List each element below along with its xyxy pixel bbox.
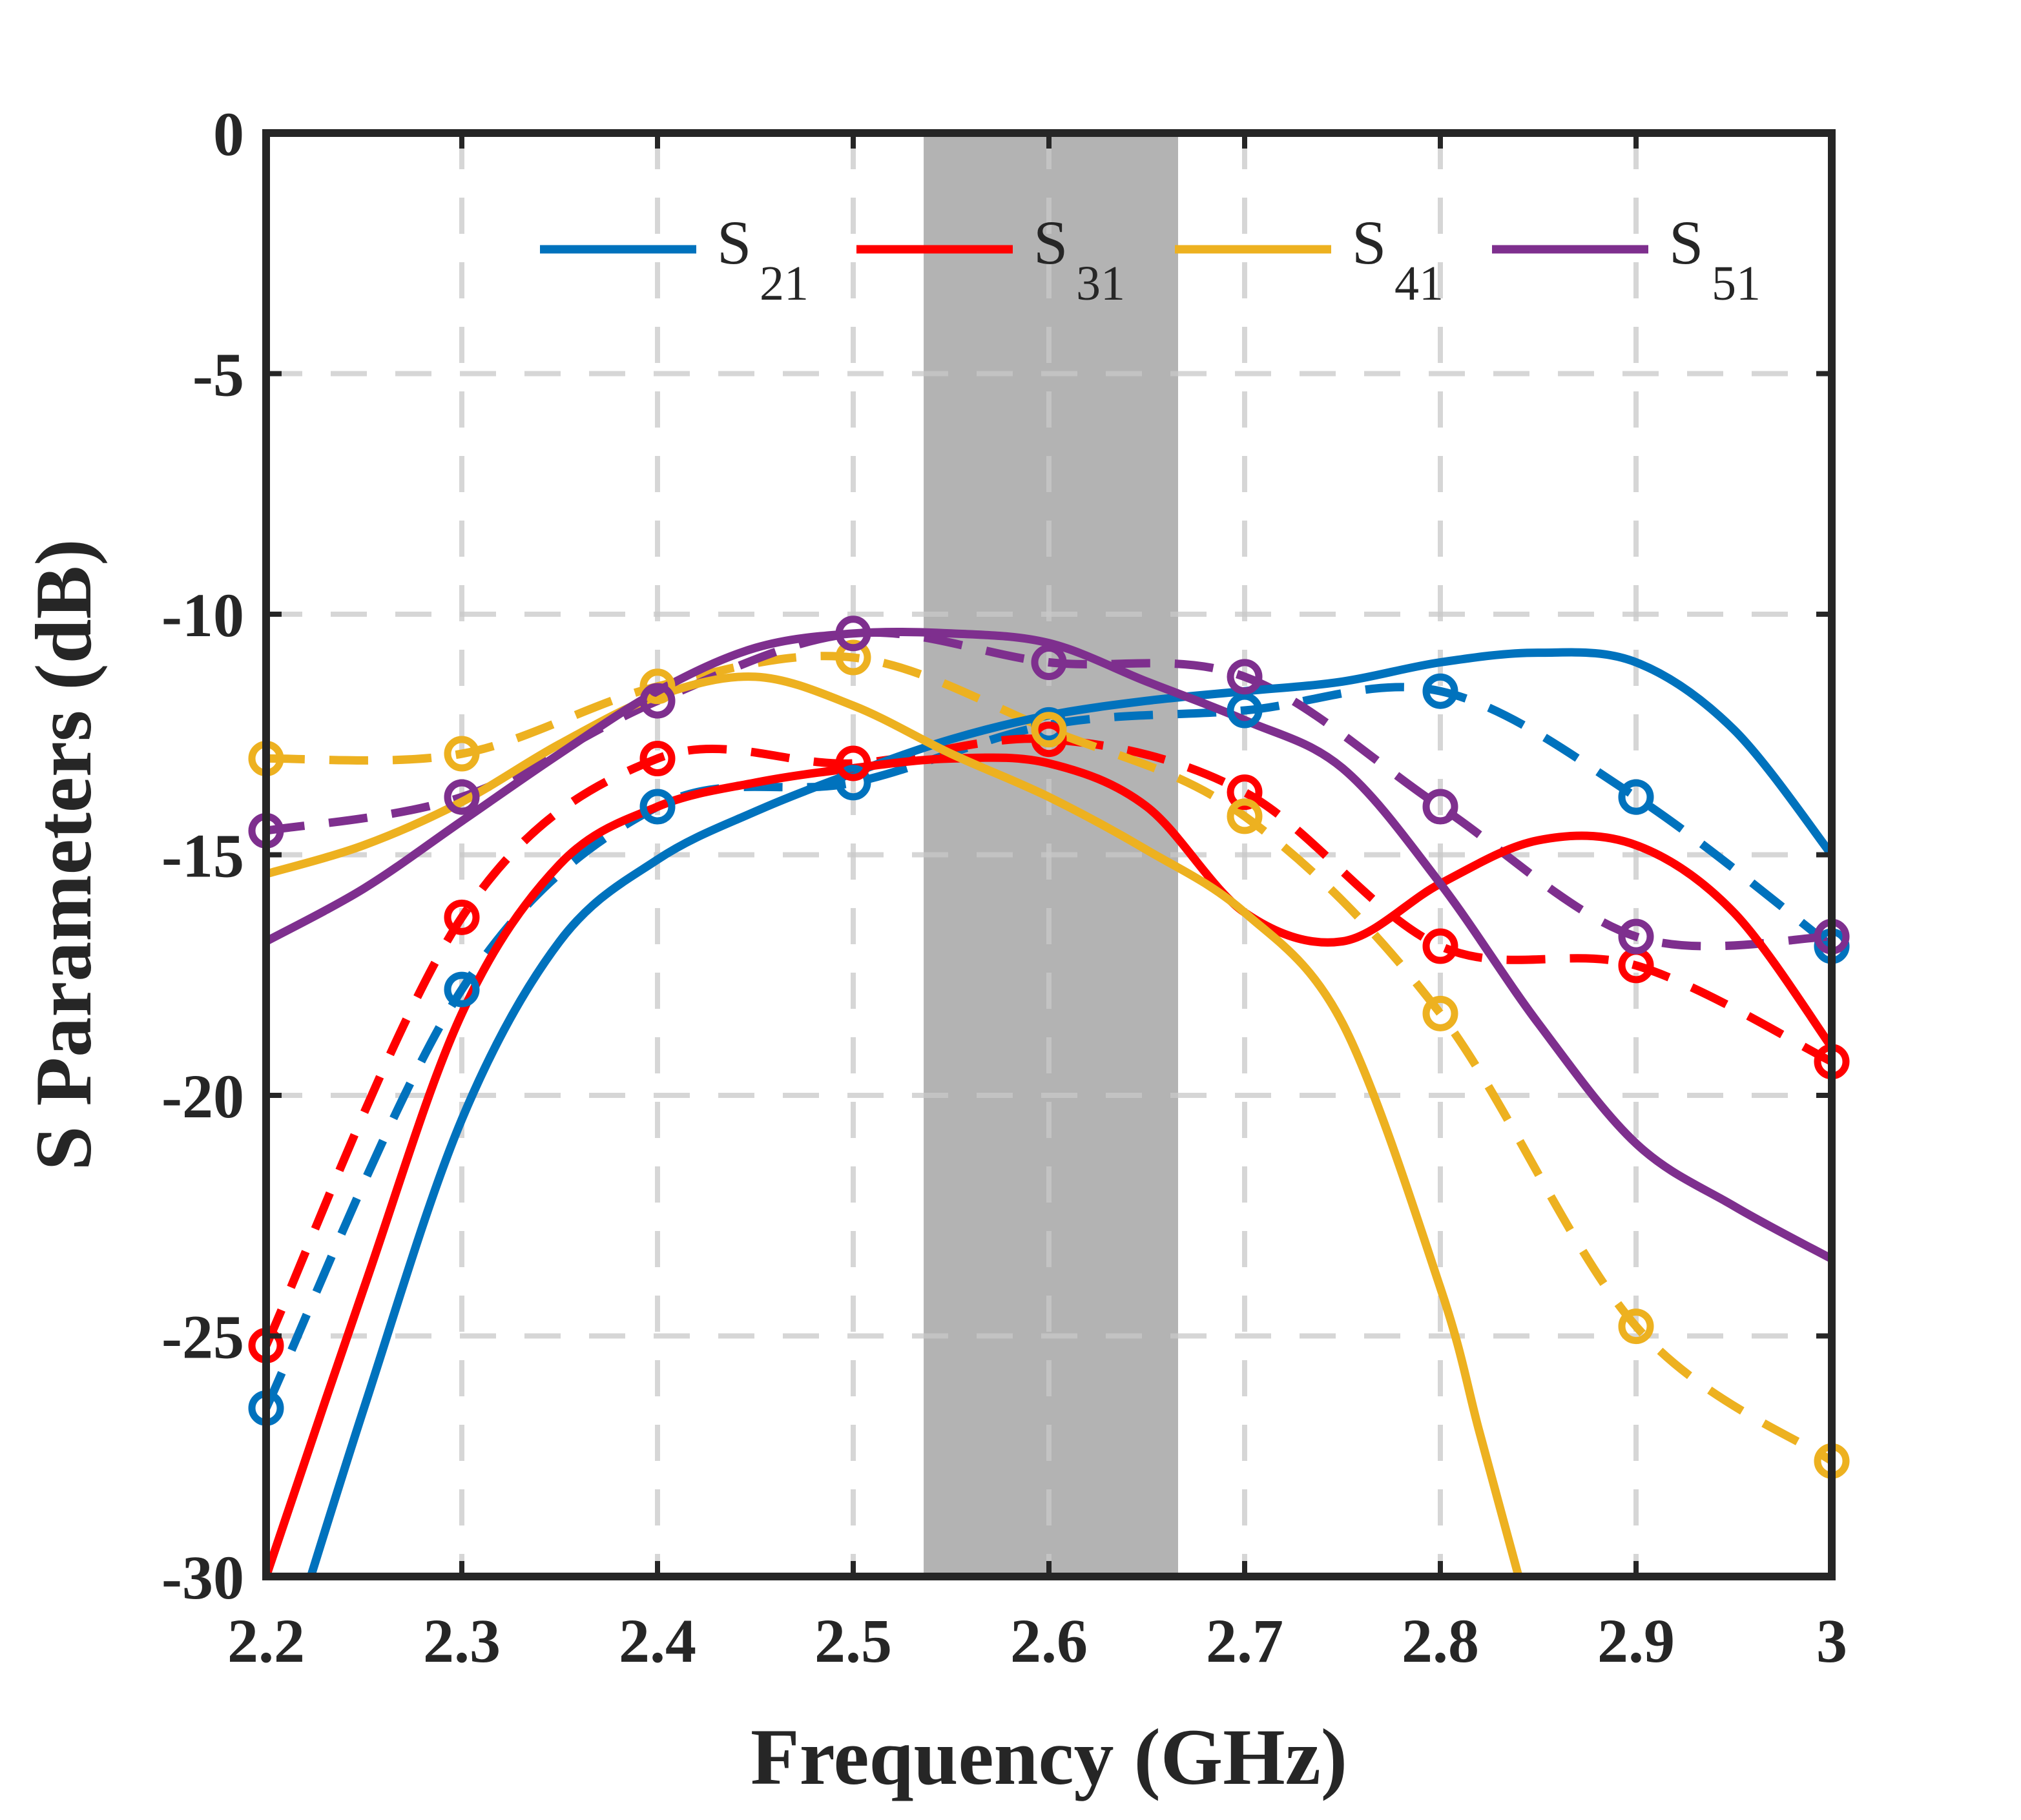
- data-point-s31-dashed-markers: [1227, 774, 1263, 811]
- data-point-s41-dashed-markers: [639, 668, 676, 705]
- y-tick-label: -30: [161, 1543, 244, 1612]
- x-tick-label: 2.4: [619, 1606, 696, 1675]
- data-point-s31-dashed-markers: [444, 899, 480, 935]
- data-point-s41-dashed-markers: [835, 639, 871, 676]
- data-point-s51-dashed-markers: [639, 683, 676, 719]
- series-line-s51-dashed-markers: [266, 628, 1832, 951]
- legend-label-subscript: 21: [760, 256, 809, 311]
- data-point-s41-dashed-markers: [444, 736, 480, 772]
- y-tick-label: -5: [192, 340, 244, 409]
- data-point-s51-dashed-markers: [1227, 659, 1263, 695]
- series-line-s21-dashed-markers: [266, 683, 1832, 1411]
- data-point-s31-dashed-markers: [639, 741, 676, 776]
- x-tick-label: 2.8: [1402, 1606, 1479, 1675]
- data-point-s21-dashed-markers: [1422, 673, 1458, 709]
- legend-label-subscript: 31: [1076, 256, 1125, 311]
- x-tick-label: 3: [1816, 1606, 1847, 1675]
- x-tick-label: 2.7: [1206, 1606, 1283, 1675]
- data-point-s51-dashed-markers: [1031, 645, 1067, 680]
- y-tick-label: -25: [161, 1303, 244, 1372]
- legend-label-subscript: 41: [1394, 256, 1444, 311]
- series-line-s41-dashed-markers: [266, 652, 1832, 1465]
- x-tick-label: 2.3: [423, 1606, 501, 1675]
- data-point-s21-dashed-markers: [1618, 779, 1654, 815]
- legend-label-subscript: 51: [1712, 256, 1761, 311]
- x-tick-label: 2.2: [227, 1606, 305, 1675]
- data-point-s21-dashed-markers: [835, 765, 871, 801]
- data-point-s31-dashed-markers: [1422, 928, 1458, 964]
- series-line-s51: [266, 627, 1832, 1263]
- x-axis-title: Frequency (GHz): [751, 1713, 1347, 1801]
- series-line-s21: [306, 648, 1832, 1577]
- y-tick-label: -10: [161, 581, 244, 650]
- y-axis-title: S Parameters (dB): [19, 539, 108, 1171]
- data-point-s41-dashed-markers: [1227, 798, 1263, 834]
- data-point-s41-dashed-markers: [1618, 1308, 1654, 1345]
- data-point-s21-dashed-markers: [444, 971, 480, 1008]
- data-point-s51-dashed-markers: [1422, 789, 1458, 825]
- x-tick-label: 2.6: [1010, 1606, 1088, 1675]
- data-point-s51-dashed-markers: [1618, 918, 1654, 955]
- x-tick-label: 2.9: [1597, 1606, 1675, 1675]
- series-line-s41: [266, 672, 1523, 1577]
- series-line-s31: [266, 753, 1832, 1577]
- data-point-s51-dashed-markers: [444, 779, 480, 815]
- y-tick-label: -20: [161, 1062, 244, 1131]
- y-tick-label: -15: [161, 822, 244, 891]
- data-point-s51-dashed-markers: [835, 615, 871, 652]
- legend-label: S: [1033, 208, 1068, 277]
- y-tick-label: 0: [213, 99, 244, 169]
- data-point-s31-dashed-markers: [835, 745, 871, 781]
- data-point-s21-dashed-markers: [1227, 692, 1263, 729]
- x-tick-label: 2.5: [814, 1606, 892, 1675]
- legend-label: S: [717, 208, 751, 277]
- data-point-s41-dashed-markers: [1031, 712, 1067, 748]
- legend-label: S: [1352, 208, 1386, 277]
- series-line-s31-dashed-markers: [266, 734, 1832, 1348]
- data-point-s41-dashed-markers: [1422, 995, 1458, 1031]
- legend-label: S: [1669, 208, 1703, 277]
- data-point-s21-dashed-markers: [639, 789, 676, 825]
